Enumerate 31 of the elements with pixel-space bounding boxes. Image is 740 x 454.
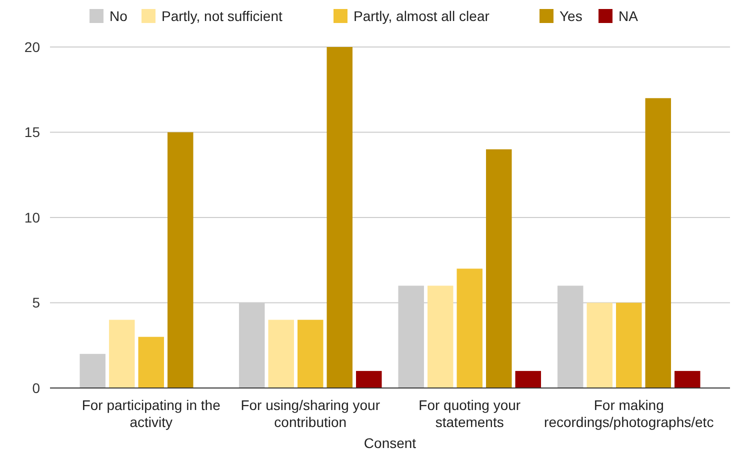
bar [586, 302, 612, 388]
y-tick-label: 20 [24, 38, 40, 55]
bar [645, 98, 672, 388]
bar [456, 268, 482, 388]
y-tick-label: 5 [32, 294, 40, 311]
x-tick-label: For participating in the activity [82, 397, 221, 430]
legend-label: Partly, almost all clear [354, 8, 490, 24]
bar [356, 370, 382, 388]
x-tick-label: For using/sharing your contribution [240, 397, 380, 430]
bar [486, 149, 512, 388]
x-tick-label: For quoting your statements [418, 397, 521, 430]
legend-label: Yes [560, 8, 582, 24]
bar [168, 132, 194, 388]
bar [674, 370, 700, 388]
x-axis-title: Consent [364, 435, 416, 451]
bar [298, 320, 324, 388]
bar [80, 354, 106, 388]
legend-label: No [110, 8, 128, 24]
bar [515, 370, 542, 388]
x-tick-label: For making recordings/photographs/etc [544, 397, 714, 430]
bar [616, 302, 642, 388]
y-tick-label: 10 [24, 209, 40, 226]
bar [268, 320, 294, 388]
bar [427, 286, 454, 388]
bar [326, 47, 353, 388]
bar [108, 320, 135, 388]
legend-label: NA [618, 8, 639, 24]
bar [138, 336, 164, 388]
y-tick-label: 15 [24, 124, 40, 140]
y-tick-label: 0 [32, 380, 40, 396]
legend-label: Partly, not sufficient [162, 8, 282, 24]
